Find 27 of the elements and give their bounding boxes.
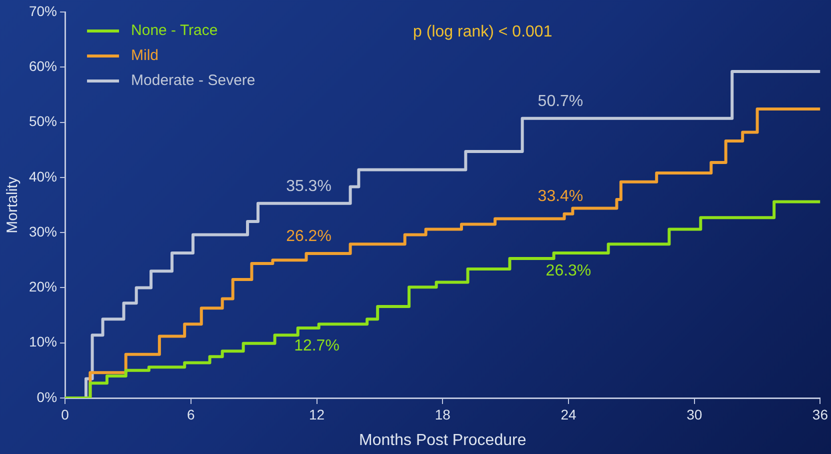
- y-tick-label: 0%: [36, 388, 58, 405]
- y-tick-label: 40%: [28, 168, 58, 184]
- x-tick-label: 6: [186, 406, 195, 422]
- y-tick-label: 30%: [28, 223, 58, 240]
- y-axis-title: Mortality: [4, 176, 22, 234]
- y-tick-label: 10%: [28, 334, 58, 350]
- data-label: 26.2%: [286, 228, 332, 245]
- x-tick-label: 36: [812, 406, 828, 422]
- y-tick-label: 60%: [28, 58, 58, 74]
- data-label: 35.3%: [286, 178, 332, 195]
- y-tick-label: 50%: [28, 113, 58, 130]
- x-axis-title: Months Post Procedure: [359, 432, 526, 449]
- legend-label: Moderate - Severe: [131, 72, 256, 90]
- data-label: 12.7%: [294, 337, 340, 354]
- legend-label: Mild: [131, 47, 159, 64]
- x-tick-label: 12: [308, 406, 325, 422]
- y-tick-label: 20%: [28, 278, 58, 295]
- legend-label: None - Trace: [131, 22, 218, 40]
- x-tick-label: 30: [686, 406, 702, 422]
- x-tick-label: 18: [434, 406, 451, 422]
- annotation: p (log rank) < 0.001: [413, 23, 552, 40]
- data-label: 26.3%: [546, 262, 592, 280]
- y-tick-label: 70%: [28, 2, 58, 19]
- data-label: 50.7%: [538, 92, 584, 110]
- data-label: 33.4%: [538, 188, 584, 206]
- x-tick-label: 24: [560, 406, 576, 422]
- x-tick-label: 0: [61, 406, 70, 422]
